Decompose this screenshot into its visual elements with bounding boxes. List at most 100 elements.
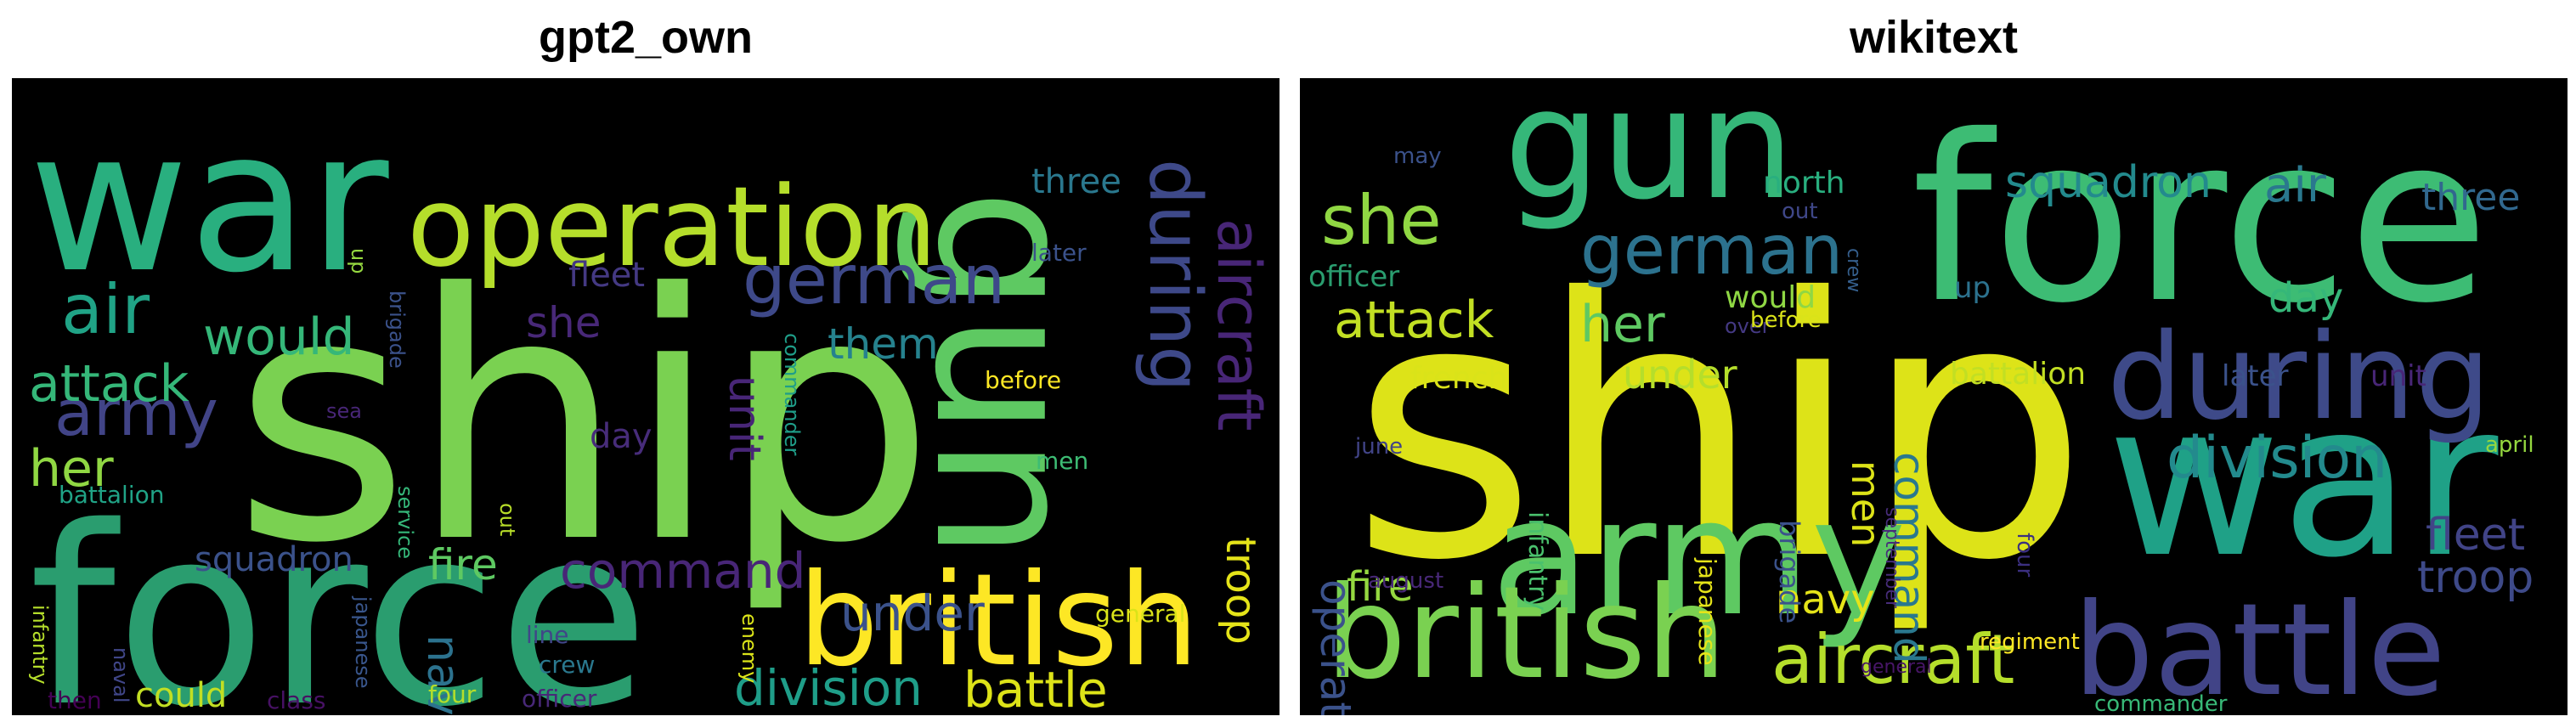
cloud-word-fire: fire: [1347, 563, 1413, 611]
cloud-word-aircraft: aircraft: [1204, 218, 1274, 432]
cloud-word-infantry: infantry: [28, 605, 52, 685]
cloud-word-during: during: [1133, 159, 1217, 392]
cloud-word-navy: navy: [417, 635, 468, 715]
cloud-word-then: then: [48, 686, 102, 714]
cloud-word-four: four: [2012, 533, 2037, 578]
cloud-word-navy: navy: [1776, 576, 1875, 623]
cloud-word-august: august: [1368, 568, 1443, 594]
cloud-word-regiment: regiment: [1980, 629, 2080, 655]
cloud-word-division: division: [734, 659, 923, 715]
cloud-word-could: could: [135, 676, 227, 715]
cloud-word-brigade: brigade: [1773, 520, 1805, 623]
cloud-word-ship: ship: [233, 223, 935, 618]
cloud-word-german: german: [1580, 211, 1843, 290]
cloud-word-british: british: [798, 547, 1199, 695]
cloud-word-crew: crew: [539, 651, 595, 679]
cloud-word-north: north: [1763, 166, 1845, 200]
panel-title-right: wikitext: [1849, 12, 2019, 63]
cloud-word-her: her: [29, 439, 114, 499]
cloud-word-force: force: [29, 475, 649, 715]
cloud-word-attack: attack: [1334, 290, 1494, 350]
cloud-word-before: before: [985, 366, 1061, 394]
cloud-word-her: her: [1580, 295, 1665, 354]
cloud-word-may: may: [1393, 144, 1442, 169]
cloud-word-general: general: [1861, 657, 1932, 678]
cloud-word-service: service: [393, 486, 417, 559]
cloud-word-would: would: [1725, 280, 1816, 315]
cloud-word-army: army: [1491, 464, 1907, 651]
cloud-word-war: war: [2107, 357, 2499, 604]
cloud-word-day: day: [590, 417, 652, 456]
cloud-word-ship: ship: [1351, 223, 2088, 639]
cloud-word-air: air: [61, 270, 150, 349]
cloud-word-squadron: squadron: [2005, 157, 2212, 208]
cloud-word-four: four: [428, 680, 477, 708]
cloud-word-out: out: [1782, 199, 1818, 224]
cloud-word-day: day: [2268, 274, 2343, 322]
cloud-word-them: them: [828, 319, 939, 369]
cloud-word-she: she: [526, 298, 602, 347]
word-cloud-left: ship force war gun operation british german dur…: [12, 78, 1280, 715]
cloud-word-unit: unit: [2370, 359, 2426, 393]
cloud-word-aircraft: aircraft: [1771, 620, 2014, 699]
cloud-word-enemy: enemy: [737, 613, 761, 683]
cloud-word-french: french: [1410, 361, 1507, 396]
cloud-word-fleet: fleet: [2426, 510, 2525, 561]
cloud-word-would: would: [203, 307, 355, 367]
cloud-word-operation: operation: [407, 162, 937, 291]
cloud-word-war: war: [29, 89, 389, 316]
cloud-word-officer: officer: [1308, 260, 1399, 294]
cloud-word-battalion: battalion: [1950, 357, 2086, 392]
cloud-word-gun: gun: [1504, 78, 1794, 234]
cloud-word-army: army: [54, 375, 218, 450]
cloud-word-air: air: [2264, 158, 2327, 213]
cloud-word-general: general: [1095, 600, 1185, 628]
cloud-word-later: later: [1031, 239, 1087, 267]
cloud-word-battalion: battalion: [59, 481, 164, 509]
cloud-word-command: command: [1884, 452, 1934, 664]
cloud-word-fleet: fleet: [568, 256, 645, 295]
cloud-word-line: line: [526, 621, 569, 649]
cloud-word-commander: commander: [780, 333, 804, 456]
cloud-word-japanese: japanese: [351, 595, 375, 689]
cloud-word-sea: sea: [326, 399, 362, 423]
cloud-word-squadron: squadron: [195, 540, 353, 579]
cloud-word-officer: officer: [522, 685, 597, 713]
cloud-word-later: later: [2222, 359, 2289, 393]
cloud-word-attack: attack: [29, 354, 189, 414]
cloud-word-british: british: [1325, 560, 1726, 708]
cloud-word-unit: unit: [719, 375, 770, 461]
cloud-word-april: april: [2485, 432, 2534, 458]
cloud-word-three: three: [1031, 162, 1121, 201]
cloud-word-june: june: [1354, 434, 1403, 460]
word-cloud-right: ship force war gun army british battle during ai…: [1300, 78, 2568, 715]
cloud-word-class: class: [267, 686, 326, 714]
cloud-word-before: before: [1750, 307, 1822, 333]
cloud-word-three: three: [2421, 176, 2520, 219]
cloud-word-operation: operation: [1311, 579, 1360, 715]
cloud-word-she: she: [1321, 181, 1442, 260]
cloud-word-men: men: [1036, 447, 1088, 475]
cloud-word-crew: crew: [1843, 248, 1864, 292]
cloud-word-force: force: [1912, 86, 2489, 353]
cloud-word-command: command: [560, 542, 806, 600]
cloud-word-gun: gun: [891, 189, 1118, 561]
cloud-word-under: under: [1623, 352, 1737, 398]
cloud-word-battle: battle: [963, 661, 1108, 715]
cloud-word-during: during: [2107, 308, 2491, 447]
cloud-word-naval: naval: [109, 647, 133, 703]
cloud-word-up: up: [347, 248, 370, 274]
cloud-word-infantry: infantry: [1522, 511, 1552, 611]
cloud-word-brigade: brigade: [385, 290, 409, 369]
cloud-word-out: out: [495, 503, 519, 536]
cloud-word-commander: commander: [2094, 691, 2228, 715]
cloud-word-troop: troop: [1217, 537, 1264, 645]
cloud-word-german: german: [743, 240, 1005, 319]
cloud-word-men: men: [1843, 460, 1889, 547]
cloud-word-division: division: [2166, 425, 2387, 492]
cloud-word-troop: troop: [2417, 552, 2534, 603]
cloud-word-under: under: [840, 584, 985, 642]
panel-title-left: gpt2_own: [539, 12, 753, 63]
cloud-word-battle: battle: [2073, 577, 2446, 715]
